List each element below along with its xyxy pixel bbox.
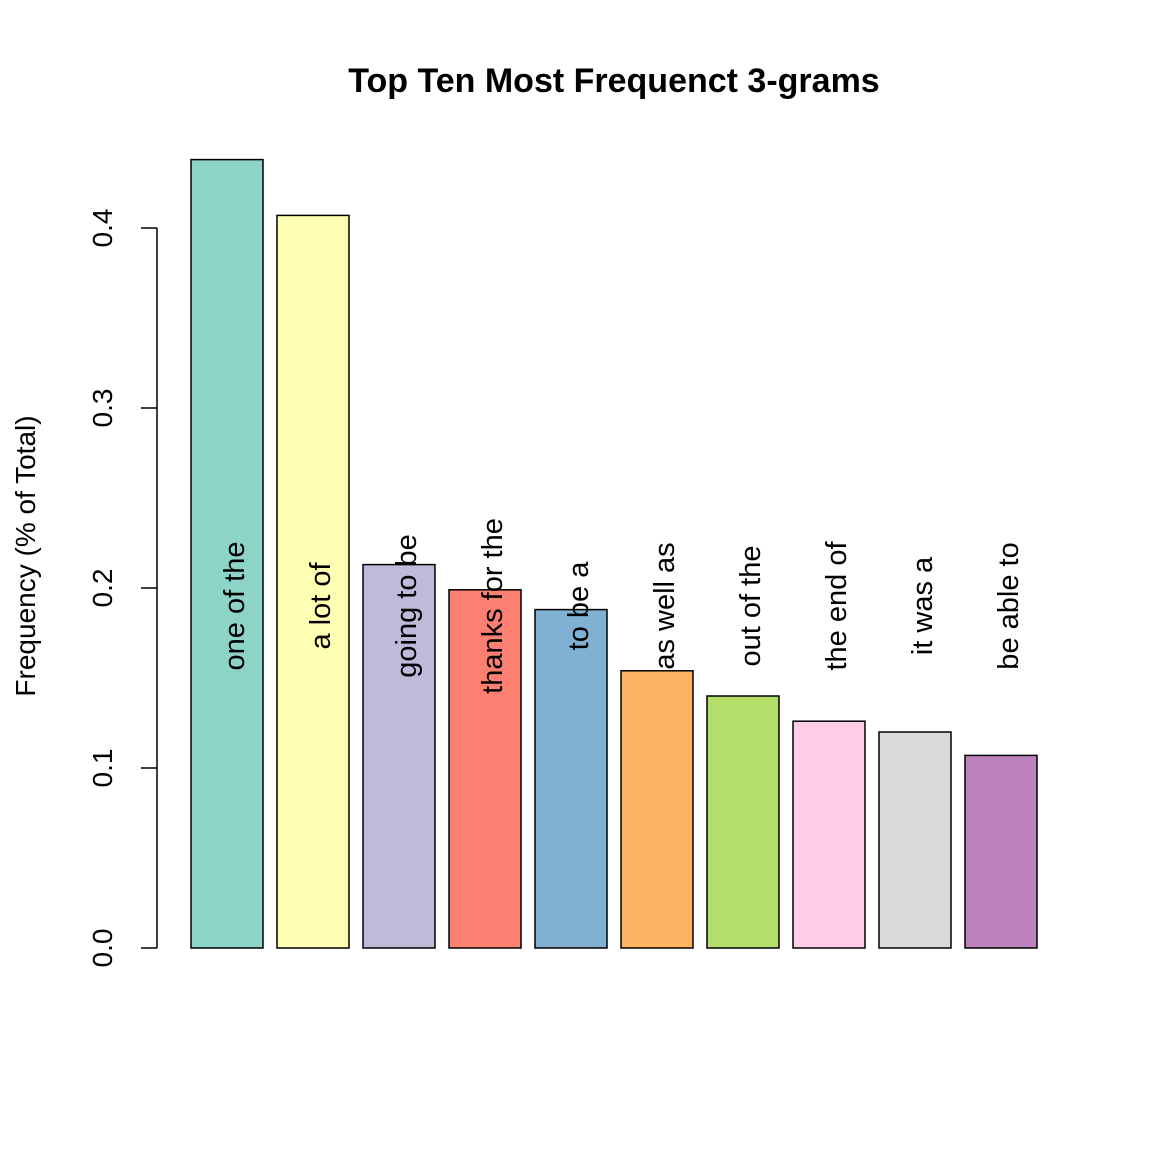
bar bbox=[792, 720, 866, 949]
bar bbox=[362, 563, 436, 949]
bar bbox=[878, 731, 952, 949]
bar-category-label: be able to bbox=[993, 542, 1025, 669]
bar bbox=[964, 754, 1038, 949]
bar bbox=[534, 608, 608, 949]
bar bbox=[190, 158, 264, 949]
bar-category-label: the end of bbox=[821, 541, 853, 671]
y-tick-label: 0.4 bbox=[87, 209, 118, 248]
bar-labels-group: one of the a lot of going to be thanks for … bbox=[219, 518, 1025, 694]
y-axis-label: Frequency (% of Total) bbox=[10, 415, 41, 696]
chart-title: Top Ten Most Frequenct 3-grams bbox=[348, 62, 879, 100]
y-axis: 0.0 0.1 0.2 0.3 0.4 bbox=[87, 209, 158, 968]
bar-category-label: one of the bbox=[219, 542, 251, 671]
y-tick-label: 0.3 bbox=[87, 389, 118, 428]
bar-category-label: a lot of bbox=[305, 562, 337, 650]
y-tick-label: 0.1 bbox=[87, 749, 118, 788]
y-tick-label: 0.2 bbox=[87, 569, 118, 608]
bar-category-label: it was a bbox=[907, 556, 939, 655]
bar bbox=[620, 670, 694, 949]
bar bbox=[448, 589, 522, 949]
y-tick-label: 0.0 bbox=[87, 929, 118, 968]
bar bbox=[276, 214, 350, 949]
bar-category-label: as well as bbox=[649, 542, 681, 669]
bar-category-label: thanks for the bbox=[477, 518, 509, 694]
bar bbox=[706, 695, 780, 949]
bar-category-label: out of the bbox=[735, 546, 767, 667]
bar-category-label: to be a bbox=[563, 561, 595, 651]
bar-category-label: going to be bbox=[391, 534, 423, 678]
bars-group bbox=[190, 158, 1038, 949]
